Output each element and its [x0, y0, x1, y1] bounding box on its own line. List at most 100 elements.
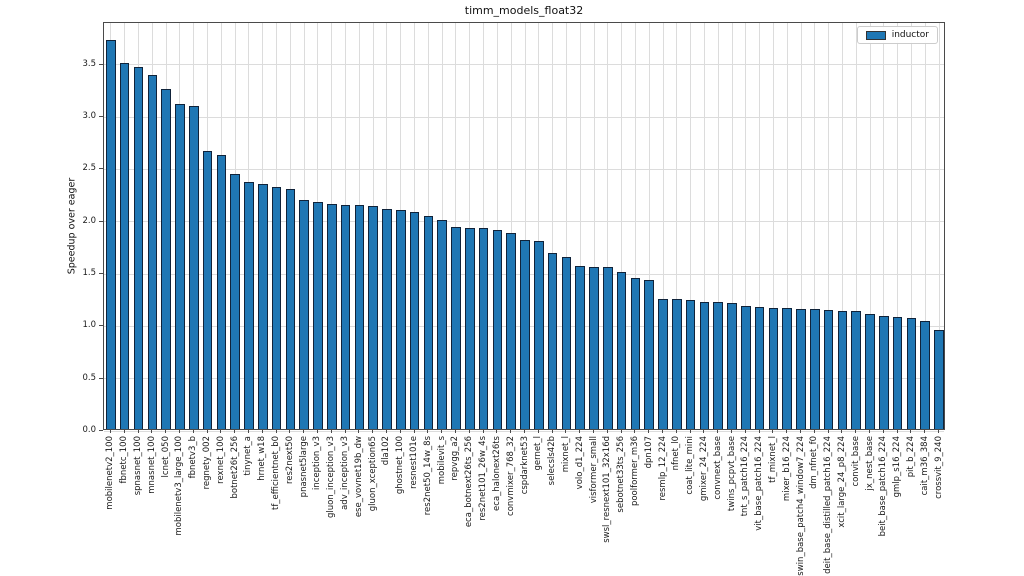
x-tick-mark: [109, 430, 111, 433]
bar-ghostnet_100: [395, 210, 406, 429]
x-tick-mark: [841, 430, 843, 433]
y-tick-label: 0.5: [82, 372, 96, 383]
x-tick-mark: [593, 430, 595, 433]
gridline-vertical: [703, 23, 705, 429]
x-tick-mark: [123, 430, 125, 433]
bar-gmlp_s16_224: [892, 317, 903, 429]
x-tick-label: cait_m36_384: [919, 436, 930, 496]
x-tick-mark: [689, 430, 691, 433]
x-tick-label: convmixer_768_32: [505, 436, 516, 516]
bar-tnt_s_patch16_224: [741, 305, 751, 429]
bar-repvgg_a2: [451, 227, 461, 429]
bar-deit_base_distilled_patch16_224: [823, 309, 834, 429]
x-tick-label: convnext_base: [712, 436, 723, 500]
bar-twins_pcpvt_base: [727, 303, 737, 429]
bar-sebotnet33ts_256: [616, 272, 627, 429]
x-tick-mark: [261, 430, 263, 433]
x-tick-label: crossvit_9_240: [933, 436, 944, 499]
bar-ese_vovnet19b_dw: [354, 205, 365, 429]
x-tick-label: repvgg_a2: [450, 436, 461, 481]
x-tick-mark: [316, 430, 318, 433]
x-tick-mark: [151, 430, 153, 433]
y-tick-mark: [99, 430, 103, 431]
bar-adv_inception_v3: [340, 205, 351, 429]
bar-visformer_small: [589, 266, 599, 429]
x-tick-mark: [220, 430, 222, 433]
x-tick-mark: [744, 430, 746, 433]
bar-beit_base_patch16_224: [879, 316, 889, 429]
x-tick-mark: [468, 430, 470, 433]
x-tick-label: selecsls42b: [547, 436, 558, 486]
bar-mixnet_l: [561, 257, 572, 429]
x-tick-label: pit_b_224: [905, 436, 916, 478]
x-tick-mark: [579, 430, 581, 433]
bar-gluon_inception_v3: [326, 204, 337, 429]
bar-tinynet_a: [244, 182, 254, 429]
x-tick-mark: [358, 430, 360, 433]
bar-res2next50: [285, 189, 296, 429]
gridline-vertical: [483, 23, 485, 429]
x-tick-label: tf_mixnet_l: [767, 436, 778, 483]
gridline-vertical: [662, 23, 664, 429]
bar-gmixer_24_224: [699, 302, 710, 429]
bar-cait_m36_384: [920, 321, 931, 429]
bar-dla102: [382, 209, 392, 429]
y-tick-label: 3.0: [82, 111, 96, 122]
x-tick-label: gmixer_24_224: [698, 436, 709, 502]
bar-mobilenetv2_100: [106, 39, 116, 429]
gridline-vertical: [510, 23, 512, 429]
x-tick-mark: [869, 430, 871, 433]
bar-fbnetv3_b: [188, 105, 199, 429]
gridline-vertical: [800, 23, 802, 429]
bar-convnext_base: [713, 302, 724, 429]
gridline-vertical: [634, 23, 636, 429]
bar-gernet_l: [534, 240, 544, 429]
y-tick-mark: [99, 273, 103, 275]
x-tick-label: vit_base_patch16_224: [754, 436, 765, 531]
gridline-vertical: [924, 23, 926, 429]
bar-poolformer_m36: [630, 278, 641, 429]
x-tick-mark: [662, 430, 664, 433]
gridline-horizontal: [104, 168, 944, 170]
x-tick-mark: [178, 430, 180, 433]
y-tick-label: 3.5: [82, 58, 96, 69]
x-tick-label: adv_inception_v3: [340, 436, 351, 510]
x-tick-label: tnt_s_patch16_224: [740, 436, 751, 517]
bar-fbnetc_100: [119, 62, 130, 429]
x-tick-label: ese_vovnet19b_dw: [353, 436, 364, 518]
x-tick-label: rexnet_100: [215, 436, 226, 484]
x-tick-mark: [634, 430, 636, 433]
bar-eca_botnext26ts_256: [464, 228, 475, 429]
bar-mobilenetv3_large_100: [175, 103, 185, 429]
bar-convmixer_768_32: [506, 233, 516, 429]
gridline-vertical: [745, 23, 747, 429]
x-tick-mark: [813, 430, 815, 433]
x-tick-mark: [896, 430, 898, 433]
gridline-horizontal: [104, 64, 944, 66]
legend-swatch-icon: [865, 30, 886, 40]
bar-tf_efficientnet_b0: [271, 187, 282, 429]
x-tick-mark: [510, 430, 512, 433]
bar-dm_nfnet_f0: [810, 308, 820, 429]
x-tick-label: hrnet_w18: [257, 436, 268, 481]
bar-vit_base_patch16_224: [754, 306, 765, 429]
x-tick-mark: [910, 430, 912, 433]
plot-area: inductor: [103, 22, 945, 432]
x-tick-mark: [855, 430, 857, 433]
x-tick-label: inception_v3: [312, 436, 323, 491]
bar-lcnet_050: [161, 89, 171, 429]
gridline-vertical: [910, 23, 912, 429]
x-tick-label: deit_base_distilled_patch16_224: [823, 436, 834, 574]
gridline-vertical: [690, 23, 692, 429]
gridline-vertical: [469, 23, 471, 429]
gridline-vertical: [524, 23, 526, 429]
x-tick-label: twins_pcpvt_base: [726, 436, 737, 512]
legend: inductor: [856, 26, 938, 44]
x-tick-mark: [385, 430, 387, 433]
x-tick-label: res2next50: [284, 436, 295, 485]
bar-selecsls42b: [547, 253, 558, 429]
x-tick-label: resmlp_12_224: [657, 436, 668, 501]
bar-swin_base_patch4_window7_224: [796, 308, 806, 429]
x-tick-label: gmlp_s16_224: [892, 436, 903, 498]
x-tick-label: swsl_resnext101_32x16d: [602, 436, 613, 543]
